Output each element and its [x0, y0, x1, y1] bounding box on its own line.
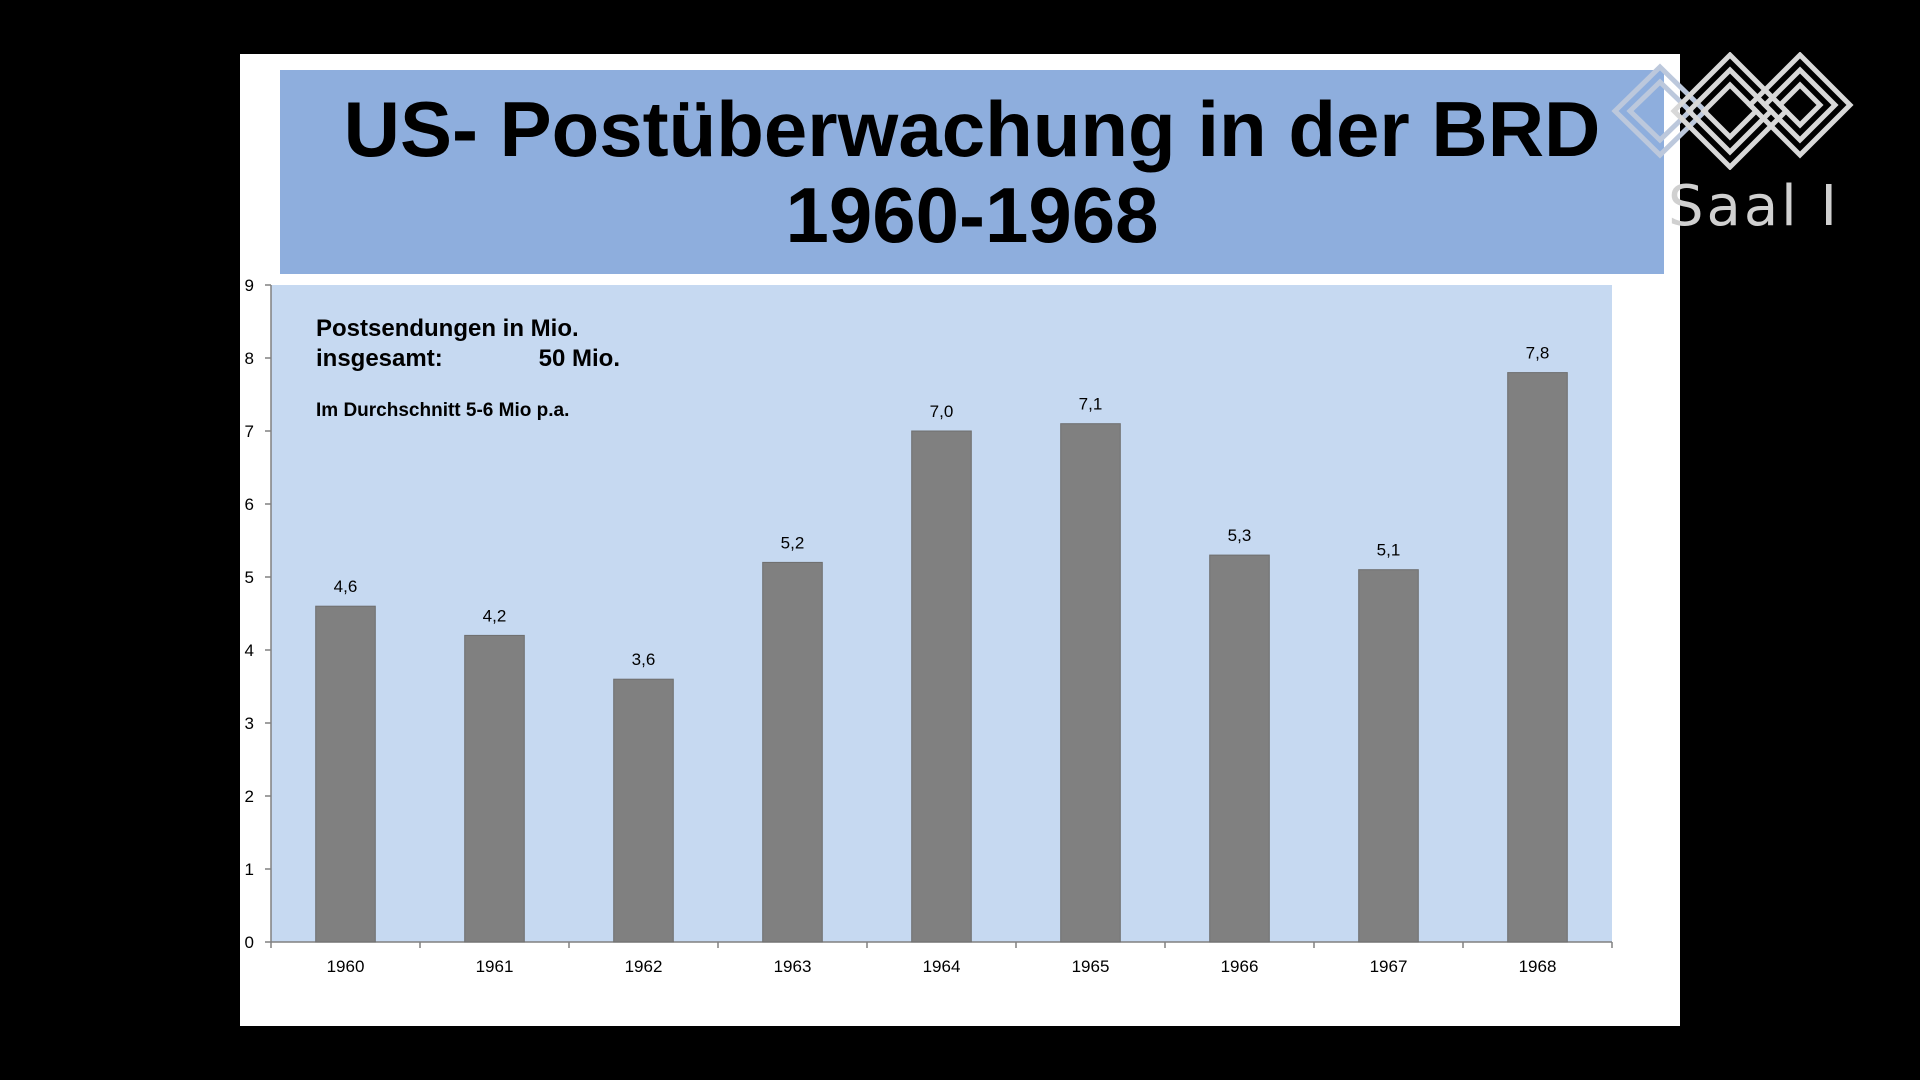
bar-data-label: 5,2 — [781, 533, 805, 552]
bar-data-label: 4,2 — [483, 606, 507, 625]
bar — [911, 430, 972, 943]
x-tick-label: 1966 — [1221, 957, 1259, 976]
y-tick-label: 5 — [245, 568, 254, 587]
annotation-line-2-value: 50 Mio. — [539, 345, 620, 372]
bar-data-label: 7,1 — [1079, 395, 1103, 414]
annotation-line-1: Postsendungen in Mio. — [316, 315, 579, 342]
bar-series: 4,6 4,2 3,6 5,2 7,0 7,1 5,3 5,1 7,8 — [315, 344, 1568, 943]
bar — [613, 678, 674, 943]
slide-title: US- Postüberwachung in der BRD — [343, 85, 1601, 173]
bar-data-label: 4,6 — [334, 577, 358, 596]
y-tick-label: 8 — [245, 349, 254, 368]
y-tick-label: 2 — [245, 787, 254, 806]
x-tick-label: 1963 — [774, 957, 812, 976]
x-tick-label: 1960 — [327, 957, 365, 976]
y-tick-label: 3 — [245, 714, 254, 733]
annotation-line-2-label: insgesamt: — [316, 345, 443, 372]
diamond-pattern-logo-icon — [1611, 52, 1854, 170]
x-tick-label: 1962 — [625, 957, 663, 976]
slide-subtitle: 1960-1968 — [785, 171, 1159, 259]
chart-annotation: Postsendungen in Mio. insgesamt: 50 Mio.… — [316, 315, 620, 421]
x-tick-label: 1965 — [1072, 957, 1110, 976]
x-tick-label: 1968 — [1519, 957, 1557, 976]
title-banner: US- Postüberwachung in der BRD 1960-1968 — [280, 70, 1664, 274]
logo-text: Saal I — [1668, 174, 1841, 239]
x-tick-label: 1967 — [1370, 957, 1408, 976]
bar — [1060, 423, 1121, 943]
bar — [762, 561, 823, 943]
bar — [464, 634, 525, 943]
bar — [315, 605, 376, 943]
y-tick-label: 1 — [245, 860, 254, 879]
x-tick-label: 1964 — [923, 957, 961, 976]
x-axis: 1960 1961 1962 1963 1964 1965 1966 1967 1968 — [270, 941, 1613, 976]
bar-data-label: 7,0 — [930, 402, 954, 421]
x-tick-label: 1961 — [476, 957, 514, 976]
y-tick-label: 6 — [245, 495, 254, 514]
bar — [1507, 372, 1568, 943]
bar-data-label: 7,8 — [1526, 344, 1550, 363]
bar — [1209, 554, 1270, 943]
annotation-line-3: Im Durchschnitt 5-6 Mio p.a. — [316, 400, 569, 421]
y-tick-label: 0 — [245, 933, 254, 952]
bar-data-label: 3,6 — [632, 650, 656, 669]
y-tick-label: 9 — [245, 276, 254, 295]
y-tick-label: 7 — [245, 422, 254, 441]
bar — [1358, 569, 1419, 943]
bar-data-label: 5,3 — [1228, 526, 1252, 545]
bar-data-label: 5,1 — [1377, 541, 1401, 560]
y-tick-label: 4 — [245, 641, 254, 660]
y-axis: 0 1 2 3 4 5 6 7 8 9 — [245, 276, 272, 952]
